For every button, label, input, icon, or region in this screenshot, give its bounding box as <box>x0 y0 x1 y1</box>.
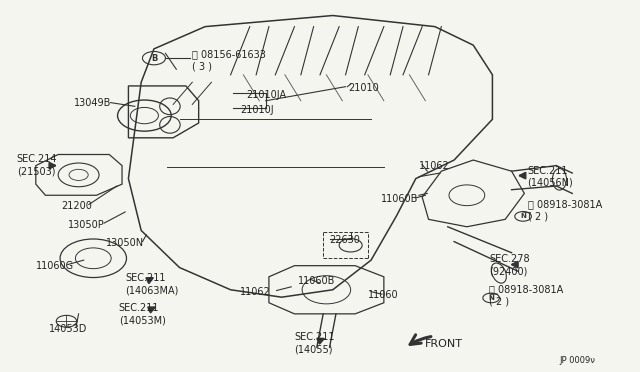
Text: 11060: 11060 <box>368 290 399 300</box>
Text: 13050P: 13050P <box>68 220 104 230</box>
Text: Ⓑ 08156-61633
( 3 ): Ⓑ 08156-61633 ( 3 ) <box>192 49 266 71</box>
Text: 11060B: 11060B <box>381 194 418 204</box>
Text: 21200: 21200 <box>61 201 92 211</box>
Text: SEC.278
(92400): SEC.278 (92400) <box>489 254 530 277</box>
Text: SEC.211
(14056N): SEC.211 (14056N) <box>527 166 573 188</box>
Text: 11062: 11062 <box>419 161 450 171</box>
Text: 14053D: 14053D <box>49 324 87 334</box>
Text: N: N <box>488 295 494 301</box>
Text: ⓝ 08918-3081A
( 2 ): ⓝ 08918-3081A ( 2 ) <box>489 284 563 307</box>
Text: 13050N: 13050N <box>106 238 144 248</box>
Text: 11062: 11062 <box>240 286 271 296</box>
Text: JP 0009ν: JP 0009ν <box>559 356 595 365</box>
Text: B: B <box>151 54 157 62</box>
Text: 21010J: 21010J <box>240 105 274 115</box>
Text: 11060B: 11060B <box>298 276 335 285</box>
Text: FRONT: FRONT <box>426 339 463 349</box>
Text: N: N <box>520 214 526 219</box>
Text: SEC.211
(14055): SEC.211 (14055) <box>294 332 335 355</box>
Text: 21010JA: 21010JA <box>246 90 287 100</box>
Text: 13049B: 13049B <box>74 97 111 108</box>
Text: ⓝ 08918-3081A
( 2 ): ⓝ 08918-3081A ( 2 ) <box>527 199 602 221</box>
Text: SEC.214
(21503): SEC.214 (21503) <box>17 154 57 177</box>
Text: SEC.211
(14053M): SEC.211 (14053M) <box>119 303 166 325</box>
Text: 11060G: 11060G <box>36 261 74 271</box>
Text: 21010: 21010 <box>349 83 380 93</box>
Text: SEC.211
(14063MA): SEC.211 (14063MA) <box>125 273 179 295</box>
Text: 22630: 22630 <box>330 235 360 245</box>
